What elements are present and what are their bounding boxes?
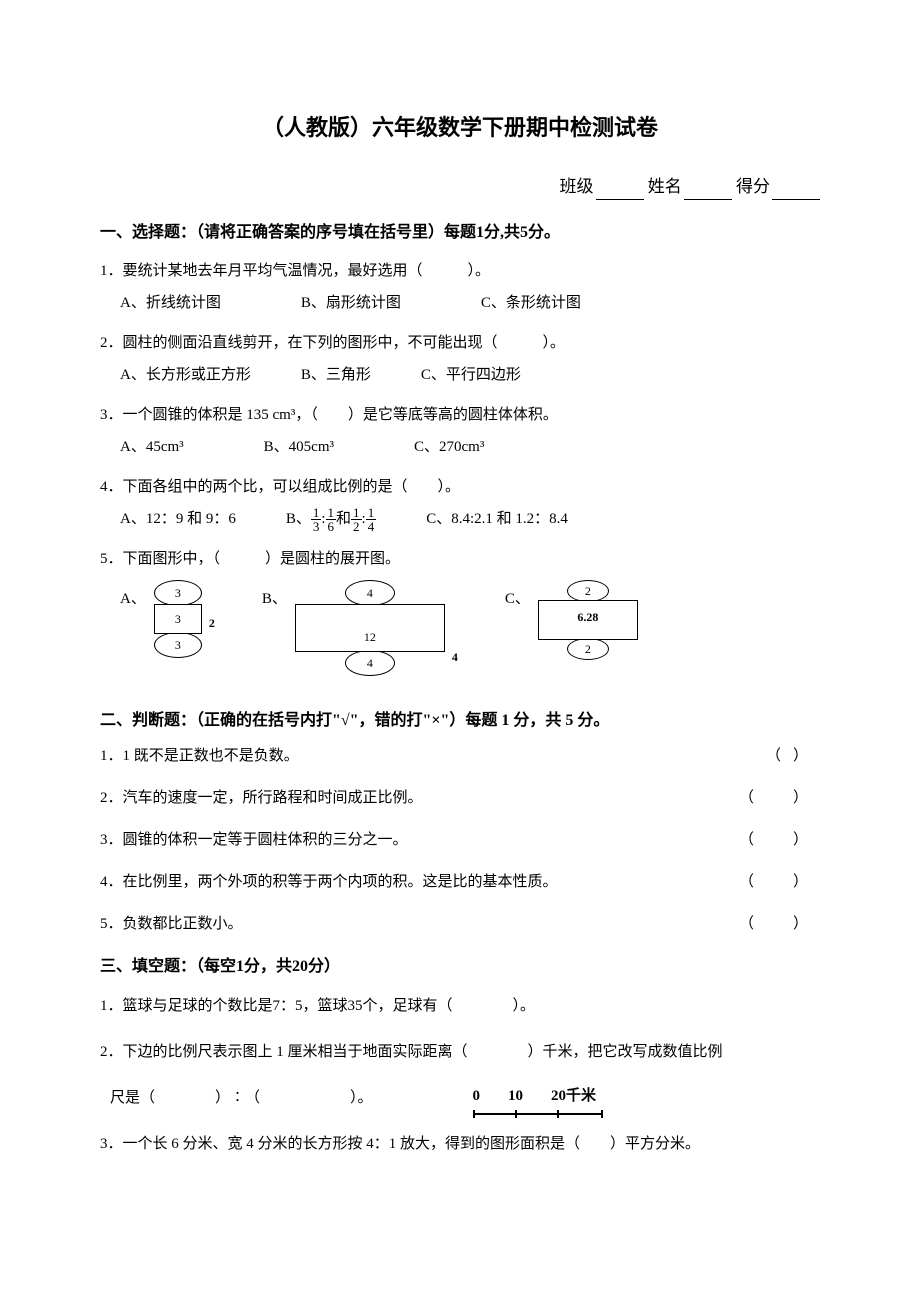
q3-option-a: A、45cm³ xyxy=(120,432,184,462)
q2-stem: 2．圆柱的侧面沿直线剪开，在下列的图形中，不可能出现（ ）。 xyxy=(100,328,820,358)
page-title: （人教版）六年级数学下册期中检测试卷 xyxy=(100,110,820,145)
judge-item-2: 2．汽车的速度一定，所行路程和时间成正比例。 （ ） xyxy=(100,786,820,810)
q1-option-c: C、条形统计图 xyxy=(481,288,581,318)
q1-option-b: B、扇形统计图 xyxy=(301,288,401,318)
judge-paren[interactable]: （ ） xyxy=(739,870,820,894)
q5-label-c: C、 xyxy=(505,580,530,614)
section3-header: 三、填空题：（每空1分，共20分） xyxy=(100,954,820,980)
name-label: 姓名 xyxy=(648,177,682,196)
class-label: 班级 xyxy=(560,177,594,196)
q2-option-c: C、平行四边形 xyxy=(421,360,521,390)
judge-paren[interactable]: （） xyxy=(766,744,820,768)
q5-label-a: A、 xyxy=(120,580,146,614)
judge-item-3: 3．圆锥的体积一定等于圆柱体积的三分之一。 （ ） xyxy=(100,828,820,852)
judge-item-5: 5．负数都比正数小。 （ ） xyxy=(100,912,820,936)
name-blank[interactable] xyxy=(684,182,732,200)
section1-header: 一、选择题：（请将正确答案的序号填在括号里）每题1分,共5分。 xyxy=(100,220,820,246)
fill-q1: 1．篮球与足球的个数比是7：5，篮球35个，足球有（ ）。 xyxy=(100,991,820,1021)
q4-option-b: B、13:16和12:14 xyxy=(286,504,376,534)
q5-diagram-c: 2 6.28 2 xyxy=(538,580,638,660)
q5-stem: 5．下面图形中，（ ）是圆柱的展开图。 xyxy=(100,544,820,574)
q3-option-c: C、270cm³ xyxy=(414,432,484,462)
q4-option-a: A、12：9 和 9：6 xyxy=(120,504,236,534)
student-info-line: 班级 姓名 得分 xyxy=(100,173,820,200)
fill-q3: 3．一个长 6 分米、宽 4 分米的长方形按 4：1 放大，得到的图形面积是（ … xyxy=(100,1129,820,1159)
score-label: 得分 xyxy=(736,177,770,196)
q1: 1．要统计某地去年月平均气温情况，最好选用（ ）。 A、折线统计图 B、扇形统计… xyxy=(100,256,820,318)
q2-option-b: B、三角形 xyxy=(301,360,371,390)
q2-option-a: A、长方形或正方形 xyxy=(120,360,251,390)
judge-item-4: 4．在比例里，两个外项的积等于两个内项的积。这是比的基本性质。 （ ） xyxy=(100,870,820,894)
judge-paren[interactable]: （ ） xyxy=(739,912,820,936)
q2: 2．圆柱的侧面沿直线剪开，在下列的图形中，不可能出现（ ）。 A、长方形或正方形… xyxy=(100,328,820,390)
q4-option-c: C、8.4:2.1 和 1.2：8.4 xyxy=(426,504,568,534)
judge-paren[interactable]: （ ） xyxy=(739,828,820,852)
class-blank[interactable] xyxy=(596,182,644,200)
q5-diagram-b: 4 12 4 4 xyxy=(295,580,445,676)
q4: 4．下面各组中的两个比，可以组成比例的是（ ）。 A、12：9 和 9：6 B、… xyxy=(100,472,820,534)
q5: 5．下面图形中，（ ）是圆柱的展开图。 A、 3 3 2 3 B、 4 12 4 xyxy=(100,544,820,676)
q1-stem: 1．要统计某地去年月平均气温情况，最好选用（ ）。 xyxy=(100,256,820,286)
section2-header: 二、判断题：（正确的在括号内打"√"，错的打"×"）每题 1 分，共 5 分。 xyxy=(100,708,820,734)
scale-ruler: 0 10 20千米 xyxy=(473,1081,603,1115)
q1-option-a: A、折线统计图 xyxy=(120,288,221,318)
judge-paren[interactable]: （ ） xyxy=(739,786,820,810)
q3: 3．一个圆锥的体积是 135 cm³，（ ）是它等底等高的圆柱体体积。 A、45… xyxy=(100,400,820,462)
fill-q2: 2．下边的比例尺表示图上 1 厘米相当于地面实际距离（ ）千米，把它改写成数值比… xyxy=(100,1037,820,1115)
q5-diagram-a: 3 3 2 3 xyxy=(154,580,202,658)
q4-stem: 4．下面各组中的两个比，可以组成比例的是（ ）。 xyxy=(100,472,820,502)
q3-option-b: B、405cm³ xyxy=(264,432,334,462)
judge-item-1: 1．1 既不是正数也不是负数。 （） xyxy=(100,744,820,768)
q3-stem: 3．一个圆锥的体积是 135 cm³，（ ）是它等底等高的圆柱体体积。 xyxy=(100,400,820,430)
score-blank[interactable] xyxy=(772,182,820,200)
q5-label-b: B、 xyxy=(262,580,287,614)
